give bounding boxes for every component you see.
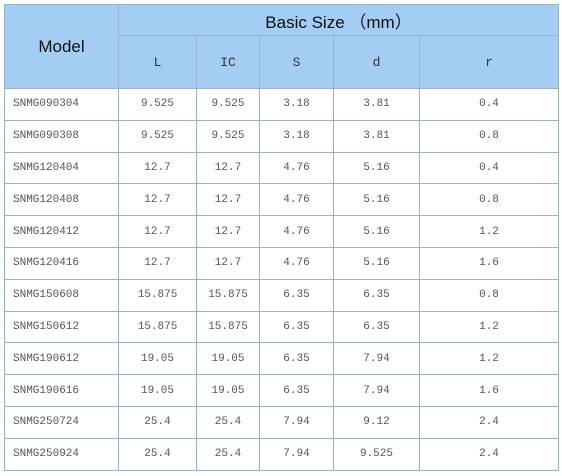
model-cell: SNMG120404 bbox=[4, 151, 119, 185]
value-cell: 12.7 bbox=[196, 151, 260, 185]
value-cell: 4.76 bbox=[259, 215, 334, 248]
table-row: SNMG190616 19.05 19.05 6.35 7.94 1.6 bbox=[4, 374, 559, 407]
value-cell: 2.4 bbox=[419, 437, 559, 471]
table-row: SNMG250924 25.4 25.4 7.94 9.525 2.4 bbox=[4, 437, 559, 471]
model-cell: SNMG150612 bbox=[4, 310, 119, 344]
value-cell: 2.4 bbox=[419, 405, 559, 439]
value-cell: 12.7 bbox=[118, 246, 197, 280]
table-row: SNMG090308 9.525 9.525 3.18 3.81 0.8 bbox=[4, 119, 559, 153]
table-row: SNMG120412 12.7 12.7 4.76 5.16 1.2 bbox=[4, 215, 559, 248]
column-header: IC bbox=[196, 35, 260, 89]
value-cell: 9.525 bbox=[333, 437, 420, 471]
group-header: Basic Size （mm） bbox=[118, 4, 559, 36]
value-cell: 5.16 bbox=[333, 183, 420, 217]
model-cell: SNMG120412 bbox=[4, 215, 119, 248]
column-header: r bbox=[419, 35, 559, 89]
table-body: SNMG090304 9.525 9.525 3.18 3.81 0.4 SNMG09030… bbox=[4, 88, 559, 471]
value-cell: 3.81 bbox=[333, 88, 420, 121]
value-cell: 9.525 bbox=[196, 119, 260, 153]
model-cell: SNMG120408 bbox=[4, 183, 119, 217]
value-cell: 6.35 bbox=[259, 310, 334, 344]
value-cell: 6.35 bbox=[333, 310, 420, 344]
value-cell: 0.8 bbox=[419, 119, 559, 153]
value-cell: 1.2 bbox=[419, 215, 559, 248]
value-cell: 5.16 bbox=[333, 151, 420, 185]
table-row: SNMG090304 9.525 9.525 3.18 3.81 0.4 bbox=[4, 88, 559, 121]
value-cell: 0.4 bbox=[419, 88, 559, 121]
table-row: SNMG120404 12.7 12.7 4.76 5.16 0.4 bbox=[4, 151, 559, 185]
table-row: SNMG120408 12.7 12.7 4.76 5.16 0.8 bbox=[4, 183, 559, 217]
value-cell: 4.76 bbox=[259, 151, 334, 185]
model-cell: SNMG090308 bbox=[4, 119, 119, 153]
value-cell: 6.35 bbox=[259, 342, 334, 376]
value-cell: 1.2 bbox=[419, 310, 559, 344]
table-row: SNMG250724 25.4 25.4 7.94 9.12 2.4 bbox=[4, 405, 559, 439]
model-cell: SNMG150608 bbox=[4, 278, 119, 312]
model-cell: SNMG190616 bbox=[4, 374, 119, 407]
value-cell: 9.12 bbox=[333, 405, 420, 439]
value-cell: 7.94 bbox=[259, 405, 334, 439]
value-cell: 15.875 bbox=[196, 310, 260, 344]
table-row: SNMG150608 15.875 15.875 6.35 6.35 0.8 bbox=[4, 278, 559, 312]
value-cell: 25.4 bbox=[118, 437, 197, 471]
value-cell: 9.525 bbox=[118, 119, 197, 153]
value-cell: 15.875 bbox=[196, 278, 260, 312]
value-cell: 19.05 bbox=[118, 342, 197, 376]
value-cell: 19.05 bbox=[196, 374, 260, 407]
value-cell: 12.7 bbox=[196, 246, 260, 280]
value-cell: 1.6 bbox=[419, 246, 559, 280]
value-cell: 4.76 bbox=[259, 183, 334, 217]
value-cell: 6.35 bbox=[333, 278, 420, 312]
column-header: L bbox=[118, 35, 197, 89]
value-cell: 6.35 bbox=[259, 278, 334, 312]
model-cell: SNMG120416 bbox=[4, 246, 119, 280]
model-cell: SNMG250924 bbox=[4, 437, 119, 471]
table-row: SNMG120416 12.7 12.7 4.76 5.16 1.6 bbox=[4, 246, 559, 280]
value-cell: 19.05 bbox=[118, 374, 197, 407]
value-cell: 3.18 bbox=[259, 119, 334, 153]
value-cell: 12.7 bbox=[118, 183, 197, 217]
value-cell: 3.18 bbox=[259, 88, 334, 121]
model-cell: SNMG190612 bbox=[4, 342, 119, 376]
model-cell: SNMG090304 bbox=[4, 88, 119, 121]
value-cell: 9.525 bbox=[196, 88, 260, 121]
value-cell: 15.875 bbox=[118, 278, 197, 312]
value-cell: 12.7 bbox=[196, 215, 260, 248]
value-cell: 0.8 bbox=[419, 183, 559, 217]
value-cell: 25.4 bbox=[196, 437, 260, 471]
value-cell: 15.875 bbox=[118, 310, 197, 344]
model-header: Model bbox=[4, 4, 119, 89]
value-cell: 19.05 bbox=[196, 342, 260, 376]
value-cell: 12.7 bbox=[196, 183, 260, 217]
value-cell: 3.81 bbox=[333, 119, 420, 153]
value-cell: 0.4 bbox=[419, 151, 559, 185]
value-cell: 25.4 bbox=[118, 405, 197, 439]
column-header: S bbox=[259, 35, 334, 89]
value-cell: 9.525 bbox=[118, 88, 197, 121]
value-cell: 7.94 bbox=[333, 342, 420, 376]
value-cell: 7.94 bbox=[333, 374, 420, 407]
value-cell: 25.4 bbox=[196, 405, 260, 439]
value-cell: 5.16 bbox=[333, 246, 420, 280]
value-cell: 7.94 bbox=[259, 437, 334, 471]
value-cell: 1.2 bbox=[419, 342, 559, 376]
value-cell: 12.7 bbox=[118, 215, 197, 248]
value-cell: 5.16 bbox=[333, 215, 420, 248]
table-row: SNMG190612 19.05 19.05 6.35 7.94 1.2 bbox=[4, 342, 559, 376]
value-cell: 0.8 bbox=[419, 278, 559, 312]
value-cell: 4.76 bbox=[259, 246, 334, 280]
model-cell: SNMG250724 bbox=[4, 405, 119, 439]
value-cell: 6.35 bbox=[259, 374, 334, 407]
value-cell: 1.6 bbox=[419, 374, 559, 407]
value-cell: 12.7 bbox=[118, 151, 197, 185]
column-header: d bbox=[333, 35, 420, 89]
table-row: SNMG150612 15.875 15.875 6.35 6.35 1.2 bbox=[4, 310, 559, 344]
header-row: Model Basic Size （mm） bbox=[4, 4, 559, 89]
